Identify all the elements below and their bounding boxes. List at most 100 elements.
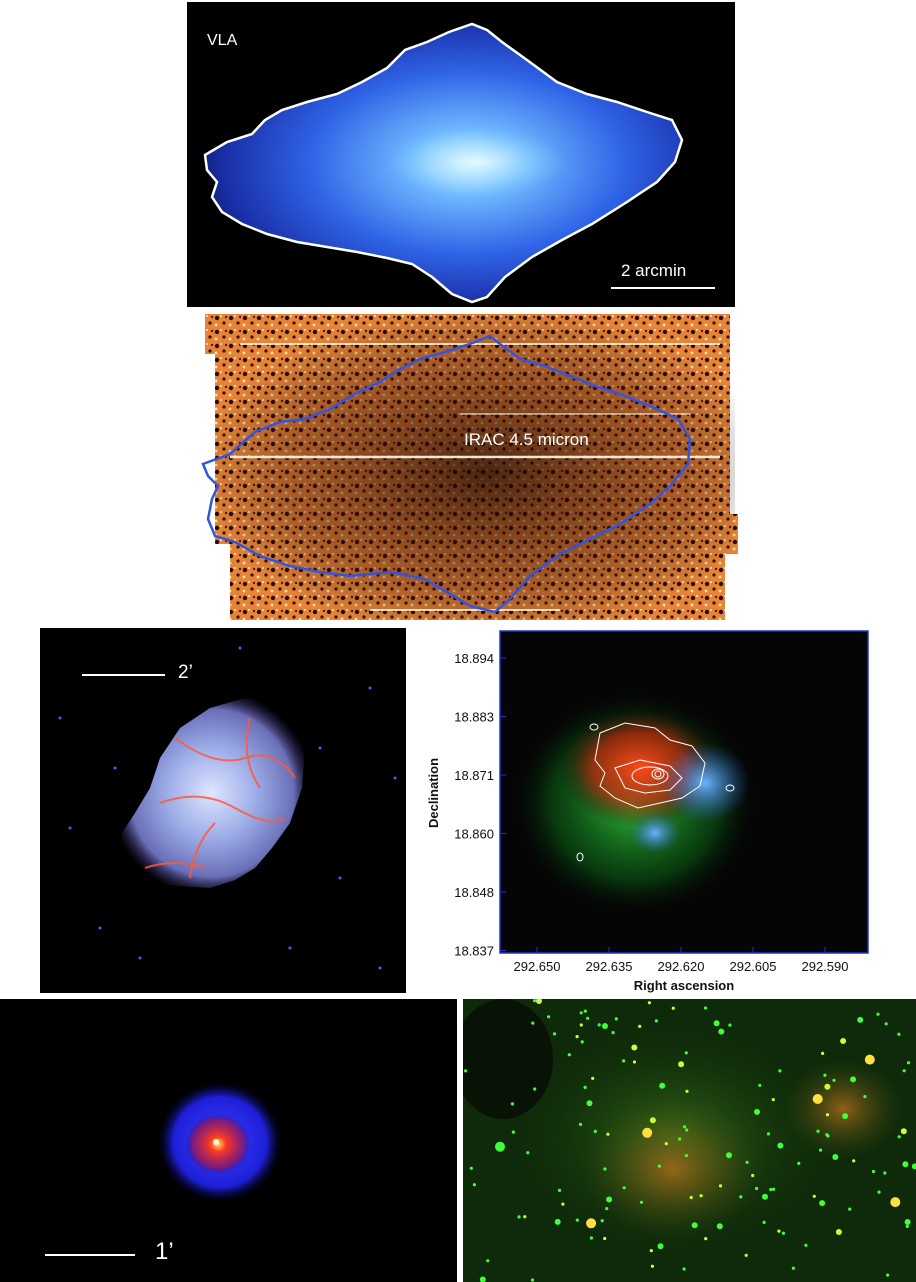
star bbox=[578, 1122, 583, 1126]
y-tick-label: 18.848 bbox=[454, 885, 494, 900]
blue-emission-south bbox=[630, 813, 680, 853]
star bbox=[684, 1154, 688, 1158]
nebula-filaments bbox=[144, 717, 296, 879]
star bbox=[486, 1259, 490, 1263]
x-tick-label: 292.590 bbox=[802, 959, 849, 974]
blue-emission-east bbox=[660, 743, 750, 823]
star bbox=[683, 1125, 687, 1129]
contour-plot: 18.894 18.883 18.871 18.860 18.848 18.837 292… bbox=[426, 630, 869, 993]
star bbox=[890, 1197, 901, 1208]
star bbox=[911, 1163, 916, 1170]
star bbox=[536, 999, 542, 1004]
x-axis-label: Right ascension bbox=[634, 978, 734, 993]
star bbox=[657, 1243, 664, 1250]
star bbox=[664, 1142, 668, 1146]
star bbox=[586, 1218, 597, 1229]
star bbox=[561, 1202, 565, 1206]
x-tick-label: 292.605 bbox=[730, 959, 777, 974]
star bbox=[797, 1161, 801, 1165]
star bbox=[682, 1267, 686, 1271]
x-tick-label: 292.635 bbox=[586, 959, 633, 974]
star bbox=[842, 1113, 849, 1120]
star bbox=[586, 1100, 593, 1107]
y-tick-label: 18.894 bbox=[454, 651, 494, 666]
star bbox=[819, 1148, 823, 1152]
star bbox=[902, 1161, 909, 1168]
star bbox=[575, 1035, 579, 1039]
vla-image-panel: VLA 2 arcmin bbox=[187, 2, 735, 307]
compact-source-image bbox=[45, 1082, 282, 1256]
star bbox=[586, 1016, 590, 1020]
star bbox=[771, 1098, 775, 1102]
compact-source-panel: 1’ bbox=[0, 999, 457, 1282]
star bbox=[689, 1195, 693, 1200]
star bbox=[906, 1061, 911, 1065]
star bbox=[622, 1186, 626, 1190]
diffuse-orange-glow bbox=[583, 1099, 763, 1239]
star bbox=[591, 1076, 595, 1080]
star bbox=[575, 1218, 579, 1222]
star bbox=[821, 1051, 825, 1055]
star bbox=[642, 1127, 653, 1138]
star bbox=[824, 1083, 831, 1090]
star bbox=[523, 1215, 527, 1219]
star bbox=[589, 1236, 593, 1240]
star bbox=[744, 1253, 748, 1257]
star bbox=[605, 1207, 609, 1211]
star bbox=[649, 1249, 653, 1253]
x-tick-label: 292.620 bbox=[658, 959, 705, 974]
star bbox=[650, 1264, 654, 1268]
y-tick-label: 18.860 bbox=[454, 827, 494, 842]
star bbox=[614, 1017, 618, 1021]
star bbox=[530, 1278, 535, 1282]
star bbox=[791, 1266, 795, 1270]
star bbox=[886, 1273, 890, 1277]
star bbox=[863, 1095, 867, 1099]
star bbox=[852, 1159, 856, 1163]
star bbox=[699, 1194, 703, 1198]
star bbox=[638, 1024, 642, 1028]
vla-label: VLA bbox=[207, 32, 238, 49]
star bbox=[897, 1135, 901, 1139]
star bbox=[579, 1023, 583, 1027]
star bbox=[884, 1022, 888, 1026]
star bbox=[703, 1006, 708, 1010]
irac-outline bbox=[201, 334, 692, 614]
star bbox=[632, 1060, 637, 1064]
star bbox=[819, 1200, 826, 1207]
star bbox=[583, 1009, 587, 1013]
irac-dark-region bbox=[215, 314, 735, 620]
star bbox=[606, 1196, 613, 1203]
irac-label: IRAC 4.5 micron bbox=[464, 430, 589, 449]
star bbox=[704, 1237, 708, 1241]
star bbox=[762, 1220, 766, 1224]
star bbox=[649, 1117, 656, 1124]
central-point-source bbox=[213, 1139, 219, 1145]
field-stars bbox=[58, 646, 397, 970]
star bbox=[848, 1207, 852, 1211]
star bbox=[511, 1130, 515, 1134]
irac-image bbox=[201, 314, 738, 620]
y-axis-ticks: 18.894 18.883 18.871 18.860 18.848 18.837 bbox=[454, 651, 506, 959]
nebula-body bbox=[118, 698, 305, 888]
star bbox=[469, 1166, 473, 1170]
star bbox=[685, 1089, 689, 1093]
star bbox=[678, 1137, 682, 1141]
star bbox=[593, 1129, 597, 1133]
star bbox=[611, 1031, 615, 1035]
star bbox=[902, 1069, 906, 1073]
star bbox=[685, 1128, 689, 1132]
irac-image-panel: IRAC 4.5 micron bbox=[200, 314, 740, 620]
star bbox=[647, 1001, 651, 1005]
star bbox=[823, 1073, 827, 1077]
star bbox=[547, 1015, 551, 1019]
star bbox=[726, 1152, 732, 1159]
star bbox=[778, 1069, 782, 1073]
vla-scalebar-label: 2 arcmin bbox=[621, 261, 687, 280]
star bbox=[718, 1028, 725, 1035]
star bbox=[713, 1020, 720, 1027]
star bbox=[758, 1083, 762, 1087]
contour-plot-panel: 18.894 18.883 18.871 18.860 18.848 18.837 292… bbox=[420, 628, 870, 996]
star bbox=[900, 1128, 907, 1135]
star bbox=[812, 1094, 823, 1104]
